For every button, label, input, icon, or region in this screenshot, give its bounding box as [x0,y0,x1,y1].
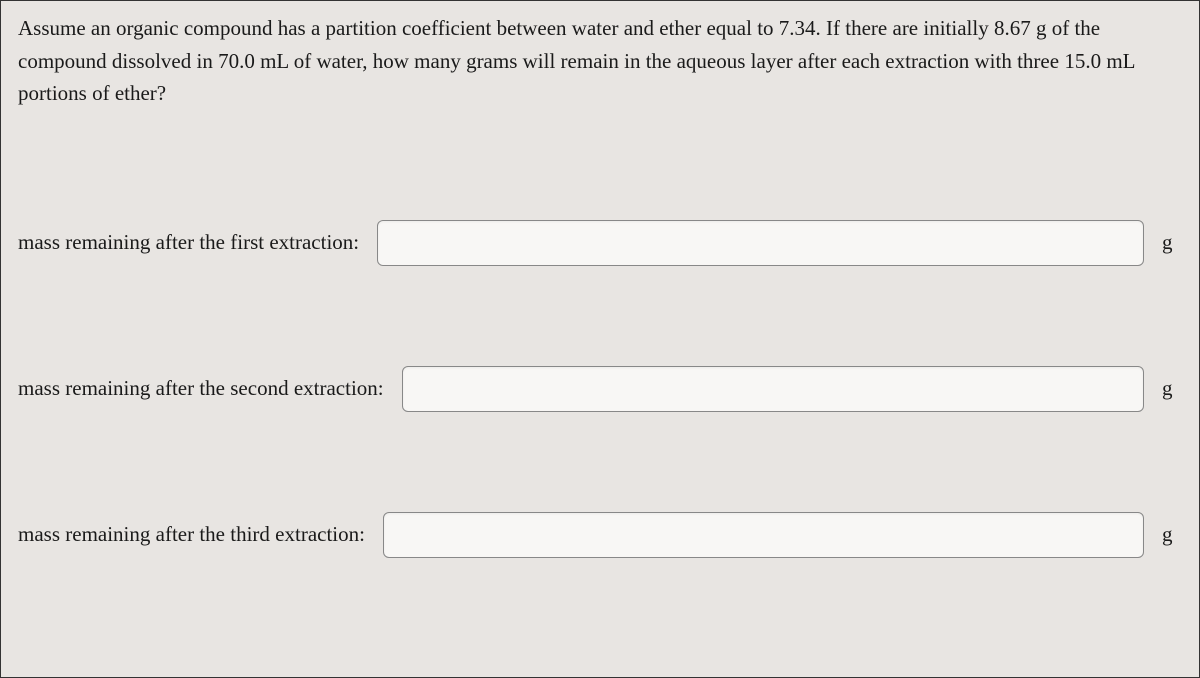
input-row-second: mass remaining after the second extracti… [18,366,1182,412]
label-second-extraction: mass remaining after the second extracti… [18,376,384,401]
input-third-extraction[interactable] [383,512,1144,558]
unit-second: g [1162,376,1182,401]
input-second-extraction[interactable] [402,366,1144,412]
label-first-extraction: mass remaining after the first extractio… [18,230,359,255]
unit-first: g [1162,230,1182,255]
input-row-first: mass remaining after the first extractio… [18,220,1182,266]
question-text: Assume an organic compound has a partiti… [18,12,1182,110]
input-first-extraction[interactable] [377,220,1144,266]
unit-third: g [1162,522,1182,547]
input-row-third: mass remaining after the third extractio… [18,512,1182,558]
inputs-area: mass remaining after the first extractio… [18,220,1182,558]
label-third-extraction: mass remaining after the third extractio… [18,522,365,547]
